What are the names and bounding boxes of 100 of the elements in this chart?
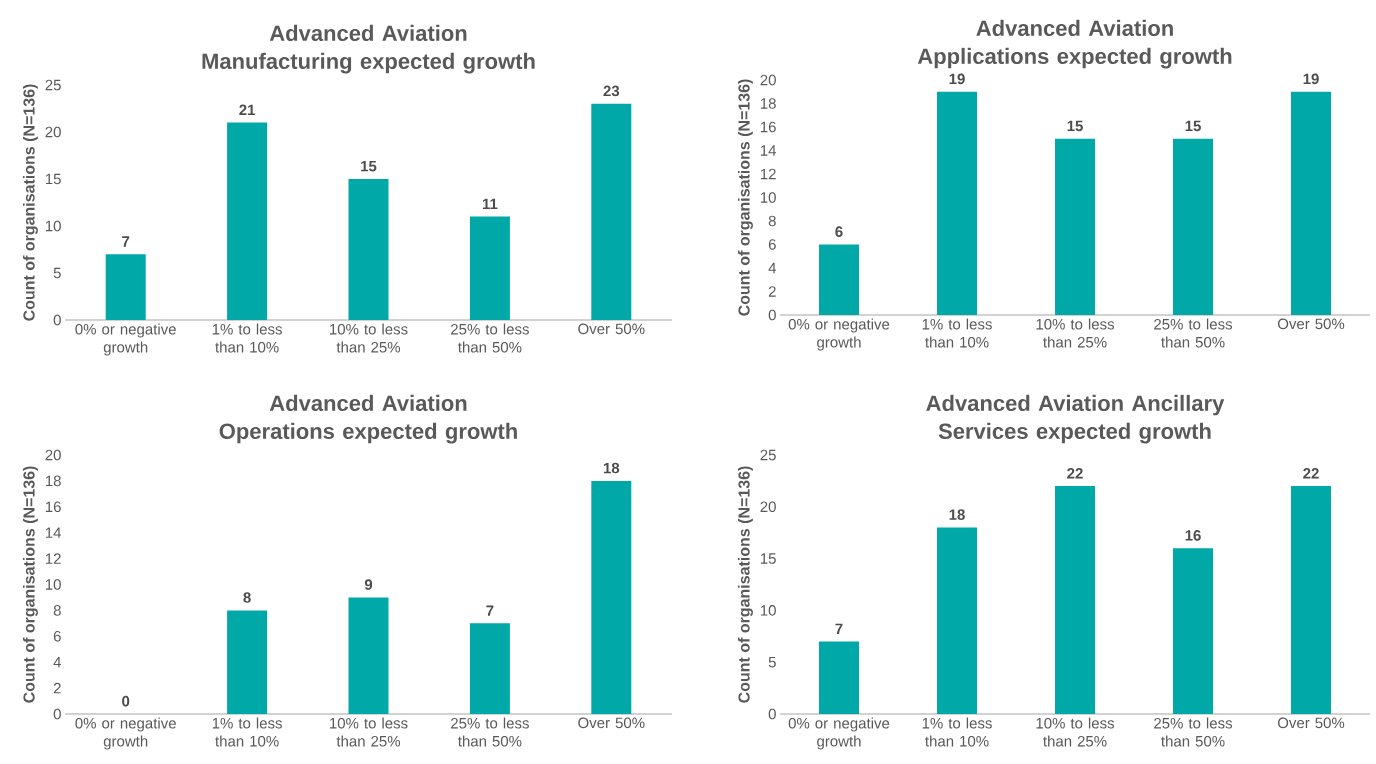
- chart-title: Advanced Aviation Operations expected growth: [219, 394, 517, 444]
- bar: [1055, 486, 1096, 714]
- y-tick-label: 16: [45, 501, 61, 513]
- bar: [1055, 138, 1096, 315]
- y-tick-label: 0: [768, 309, 776, 321]
- data-label: 7: [122, 236, 130, 247]
- bar: [937, 91, 978, 315]
- x-tick-label: Over 50%: [1277, 318, 1345, 330]
- y-tick-label: 14: [760, 145, 777, 156]
- x-tick-label: 1% to less than 10%: [922, 318, 992, 348]
- data-label: 15: [1185, 120, 1201, 132]
- y-tick-label: 20: [45, 449, 61, 461]
- x-tick-label: 25% to less than 50%: [1154, 717, 1233, 747]
- data-label: 19: [1303, 73, 1319, 85]
- data-label: 21: [239, 104, 256, 116]
- data-label: 23: [603, 85, 620, 97]
- y-tick-label: 25: [760, 449, 776, 461]
- data-label: 22: [1303, 468, 1319, 479]
- bar: [105, 254, 146, 320]
- x-tick-label: 1% to less than 10%: [922, 717, 992, 747]
- y-tick-label: 25: [45, 79, 61, 91]
- y-tick-label: 20: [45, 126, 61, 138]
- x-tick-label: 10% to less than 25%: [1036, 318, 1115, 348]
- y-tick-label: 10: [45, 220, 61, 232]
- y-tick-label: 8: [53, 605, 61, 616]
- y-axis-title: Count of organisations (N=136): [737, 79, 753, 316]
- y-tick-label: 10: [760, 192, 776, 203]
- x-tick-label: 25% to less than 50%: [451, 323, 529, 353]
- data-label: 0: [122, 695, 130, 707]
- y-tick-label: 16: [760, 121, 776, 133]
- x-tick-label: 0% or negative growth: [788, 318, 890, 351]
- y-tick-label: 0: [53, 314, 61, 326]
- bar: [227, 610, 268, 714]
- bar: [1291, 486, 1332, 714]
- data-label: 15: [1067, 120, 1083, 132]
- x-tick-label: 1% to less than 10%: [212, 717, 282, 747]
- data-label: 7: [835, 623, 843, 634]
- x-tick-label: 1% to less than 10%: [212, 323, 282, 353]
- data-label: 11: [482, 198, 498, 210]
- bar: [819, 641, 860, 714]
- y-tick-label: 18: [760, 98, 776, 109]
- x-tick-label: 25% to less than 50%: [1154, 318, 1233, 348]
- y-tick-label: 5: [768, 656, 776, 668]
- y-tick-label: 20: [760, 74, 776, 86]
- x-tick-label: Over 50%: [578, 323, 645, 335]
- bar: [1291, 91, 1332, 315]
- y-tick-label: 15: [45, 173, 61, 185]
- data-label: 18: [603, 462, 620, 474]
- data-label: 19: [949, 73, 965, 85]
- bar: [1173, 548, 1214, 714]
- bar: [348, 597, 389, 714]
- data-label: 7: [486, 605, 494, 616]
- y-tick-label: 14: [45, 527, 62, 538]
- x-tick-label: 10% to less than 25%: [330, 323, 408, 353]
- y-tick-label: 0: [768, 708, 776, 720]
- data-label: 15: [361, 161, 377, 172]
- bar: [469, 623, 510, 714]
- y-tick-label: 2: [768, 286, 776, 297]
- y-tick-label: 20: [760, 501, 776, 513]
- x-tick-label: Over 50%: [1277, 717, 1345, 729]
- chart-title: Advanced Aviation Applications expected growth: [917, 19, 1232, 69]
- bar: [348, 179, 389, 320]
- y-tick-label: 12: [45, 553, 61, 564]
- data-label: 6: [835, 226, 843, 237]
- y-tick-label: 4: [768, 262, 777, 274]
- y-tick-label: 12: [760, 168, 776, 180]
- bar: [227, 122, 268, 320]
- y-tick-label: 5: [53, 267, 61, 279]
- y-tick-label: 18: [45, 475, 61, 487]
- data-label: 9: [364, 579, 373, 590]
- bar: [937, 527, 978, 714]
- y-tick-label: 2: [53, 682, 61, 694]
- bar: [469, 216, 510, 320]
- y-tick-label: 10: [760, 605, 776, 616]
- bar: [591, 103, 632, 320]
- y-axis-title: Count of organisations (N=136): [22, 84, 38, 321]
- data-label: 22: [1067, 468, 1083, 479]
- x-tick-label: Over 50%: [578, 717, 645, 729]
- x-tick-label: 10% to less than 25%: [330, 717, 408, 747]
- y-tick-label: 10: [45, 579, 61, 590]
- data-label: 16: [1185, 530, 1201, 541]
- data-label: 8: [243, 592, 251, 603]
- y-tick-label: 6: [53, 630, 61, 642]
- y-tick-label: 15: [760, 553, 776, 564]
- chart-title: Advanced Aviation Manufacturing expected growth: [202, 24, 535, 74]
- y-tick-label: 8: [768, 215, 776, 227]
- bar: [819, 244, 860, 315]
- x-tick-label: 0% or negative growth: [788, 717, 890, 750]
- y-axis-title: Count of organisations (N=136): [737, 466, 753, 703]
- bar: [1173, 138, 1214, 315]
- x-tick-label: 0% or negative growth: [75, 717, 176, 750]
- y-tick-label: 6: [768, 239, 776, 250]
- x-tick-label: 25% to less than 50%: [451, 717, 529, 747]
- data-label: 18: [949, 509, 965, 520]
- x-tick-label: 0% or negative growth: [75, 323, 176, 356]
- y-axis-title: Count of organisations (N=136): [22, 466, 38, 703]
- bar: [591, 480, 632, 714]
- y-tick-label: 4: [53, 657, 62, 668]
- x-tick-label: 10% to less than 25%: [1036, 717, 1115, 747]
- y-tick-label: 0: [53, 708, 61, 720]
